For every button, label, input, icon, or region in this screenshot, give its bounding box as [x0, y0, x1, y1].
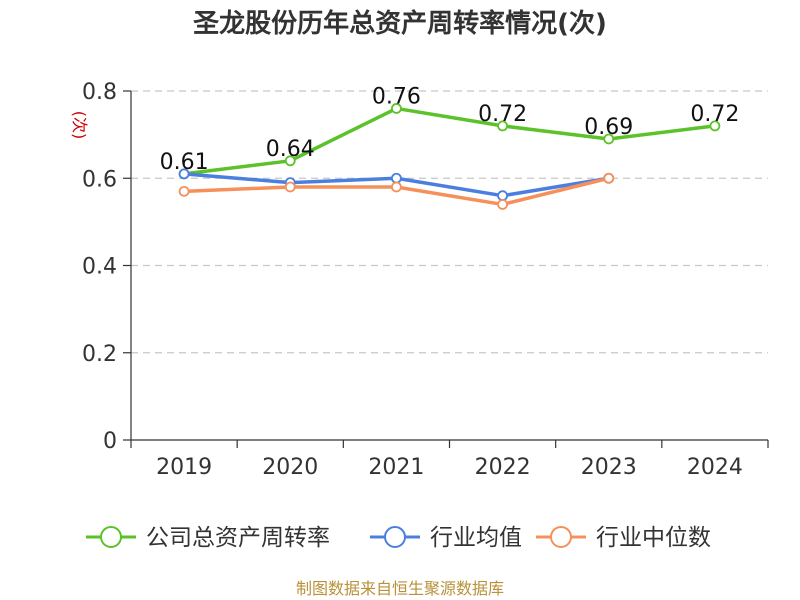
- data-labels: 0.61 0.64 0.76 0.72 0.69 0.72: [160, 84, 740, 174]
- chart-title: 圣龙股份历年总资产周转率情况(次): [193, 8, 607, 39]
- data-point: [603, 133, 615, 145]
- data-label: 0.64: [266, 137, 315, 162]
- series-2: [178, 168, 615, 202]
- legend-label: 公司总资产周转率: [146, 525, 330, 551]
- data-point: [603, 172, 615, 184]
- legend-marker: [550, 526, 572, 548]
- data-label: 0.76: [372, 84, 421, 109]
- data-point: [391, 172, 402, 184]
- x-tick-label: 2019: [156, 455, 212, 480]
- y-axis-unit: (次): [70, 111, 89, 140]
- legend-marker: [100, 526, 122, 548]
- x-tick-label: 2023: [581, 455, 637, 480]
- y-tick-label: 0: [103, 429, 117, 454]
- data-label: 0.61: [160, 150, 209, 175]
- legend-label: 行业中位数: [596, 525, 711, 551]
- x-axis-ticks: 2019 2020 2021 2022 2023 2024: [130, 440, 769, 480]
- legend-marker: [384, 526, 406, 548]
- data-point: [178, 185, 190, 197]
- y-tick-label: 0.6: [82, 167, 117, 192]
- y-tick-label: 0.8: [82, 80, 117, 105]
- legend-item: 行业均值: [370, 525, 522, 551]
- data-point: [284, 155, 296, 167]
- series-3: [178, 172, 615, 210]
- legend-label: 行业均值: [430, 525, 522, 551]
- grid-lines: [131, 90, 768, 354]
- data-point: [284, 181, 296, 193]
- data-point: [497, 199, 508, 210]
- legend: 公司总资产周转率 行业均值 行业中位数: [86, 525, 711, 551]
- x-tick-label: 2020: [262, 455, 318, 480]
- x-tick-label: 2024: [687, 455, 743, 480]
- legend-item: 公司总资产周转率: [86, 525, 330, 551]
- legend-item: 行业中位数: [536, 525, 711, 551]
- y-axis-ticks: 0 0.2 0.4 0.6 0.8: [82, 80, 131, 454]
- data-label: 0.72: [690, 102, 739, 127]
- y-tick-label: 0.4: [82, 255, 117, 280]
- series-line: [183, 106, 716, 176]
- x-tick-label: 2022: [475, 455, 531, 480]
- series-lines: [178, 103, 721, 210]
- data-point: [709, 120, 721, 132]
- data-point: [178, 168, 190, 180]
- y-tick-label: 0.2: [82, 342, 117, 367]
- data-point: [391, 103, 402, 114]
- data-point: [497, 120, 508, 132]
- data-point: [497, 190, 508, 202]
- data-label: 0.72: [478, 102, 527, 127]
- series-1: [178, 103, 721, 180]
- data-label: 0.69: [584, 115, 633, 140]
- x-tick-label: 2021: [368, 455, 424, 480]
- data-point: [391, 181, 402, 193]
- data-source-note: 制图数据来自恒生聚源数据库: [296, 579, 504, 598]
